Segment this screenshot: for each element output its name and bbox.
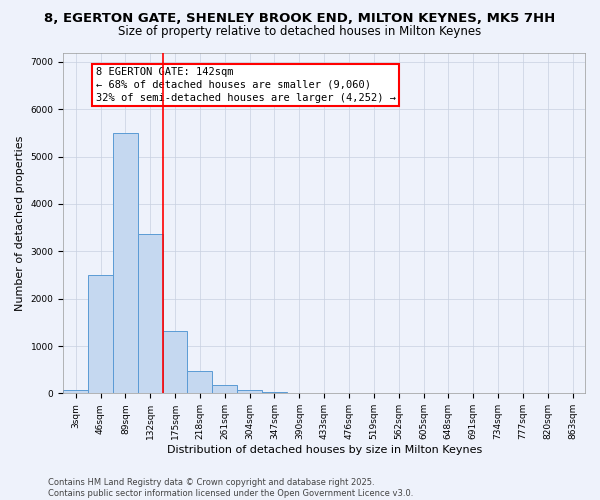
- Text: 8 EGERTON GATE: 142sqm
← 68% of detached houses are smaller (9,060)
32% of semi-: 8 EGERTON GATE: 142sqm ← 68% of detached…: [95, 66, 395, 103]
- X-axis label: Distribution of detached houses by size in Milton Keynes: Distribution of detached houses by size …: [167, 445, 482, 455]
- Bar: [163, 332, 187, 394]
- Y-axis label: Number of detached properties: Number of detached properties: [15, 135, 25, 310]
- Text: 8, EGERTON GATE, SHENLEY BROOK END, MILTON KEYNES, MK5 7HH: 8, EGERTON GATE, SHENLEY BROOK END, MILT…: [44, 12, 556, 26]
- Bar: [138, 234, 163, 394]
- Text: Size of property relative to detached houses in Milton Keynes: Size of property relative to detached ho…: [118, 25, 482, 38]
- Bar: [212, 384, 237, 394]
- Text: Contains HM Land Registry data © Crown copyright and database right 2025.
Contai: Contains HM Land Registry data © Crown c…: [48, 478, 413, 498]
- Bar: [237, 390, 262, 394]
- Bar: [88, 275, 113, 394]
- Bar: [262, 392, 287, 394]
- Bar: [187, 371, 212, 394]
- Bar: [113, 133, 138, 394]
- Bar: [63, 390, 88, 394]
